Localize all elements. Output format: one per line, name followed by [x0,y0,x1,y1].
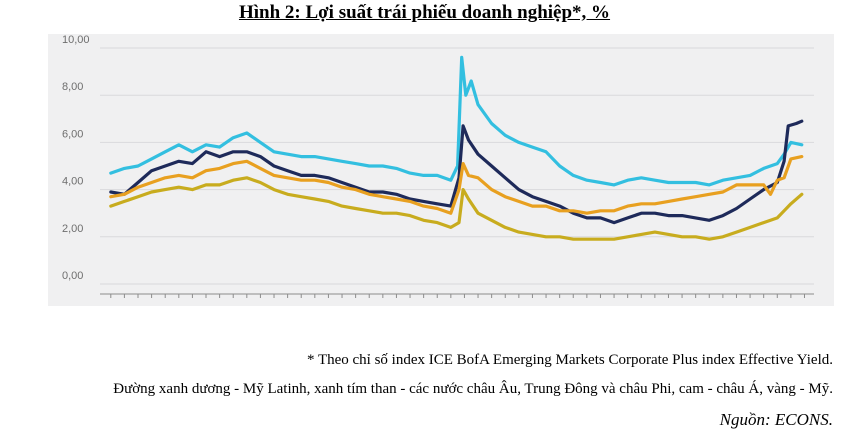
x-tick-label: T3/21 [612,304,643,306]
series-line [109,55,804,187]
y-axis-ticks: 0,00 2,00 4,00 6,00 8,00 10,00 [62,34,90,282]
legend-note: Đường xanh dương - Mỹ Latinh, xanh tím t… [113,381,833,397]
y-tick-label: 8,00 [62,81,83,93]
x-tick-label: T6/19 [327,304,358,306]
y-tick-label: 4,00 [62,176,83,188]
x-tick-label: T11/19 [392,304,429,306]
y-tick-label: 6,00 [62,128,83,140]
x-axis: T3/18 T6/18 T11/18 T3/19 T6/19 T11/19 T3/20 T6/… [100,293,814,306]
series-line [109,176,804,241]
x-tick-label: T6/18 [163,304,194,306]
x-tick-label: T6/20 [490,304,521,306]
y-tick-label: 2,00 [62,223,83,235]
line-chart: 0,00 2,00 4,00 6,00 8,00 10,00 T3/18 T6/18 T11/… [62,34,814,306]
x-tick-label: T3/19 [286,304,317,306]
footnote: * Theo chỉ số index ICE BofA Emerging Ma… [306,352,833,368]
x-tick-label: T11/18 [229,304,266,306]
x-tick-label: T3/20 [449,304,480,306]
x-tick-label: T6/21 [653,304,684,306]
series-line [109,119,804,225]
series-lines [109,55,804,241]
x-tick-label: T3/18 [123,304,154,306]
chart-title: Hình 2: Lợi suất trái phiếu doanh nghiệp… [238,2,611,23]
source-note: Nguồn: ECONS. [719,410,833,429]
x-tick-label: T3/22 [776,304,807,306]
y-tick-label: 10,00 [62,34,90,46]
chart-panel: 0,00 2,00 4,00 6,00 8,00 10,00 T3/18 T6/18 T11/… [48,34,834,306]
series-line [109,155,804,215]
y-tick-label: 0,00 [62,270,83,282]
x-tick-label: T11/21 [718,304,755,306]
x-tick-label: T11/20 [555,304,592,306]
